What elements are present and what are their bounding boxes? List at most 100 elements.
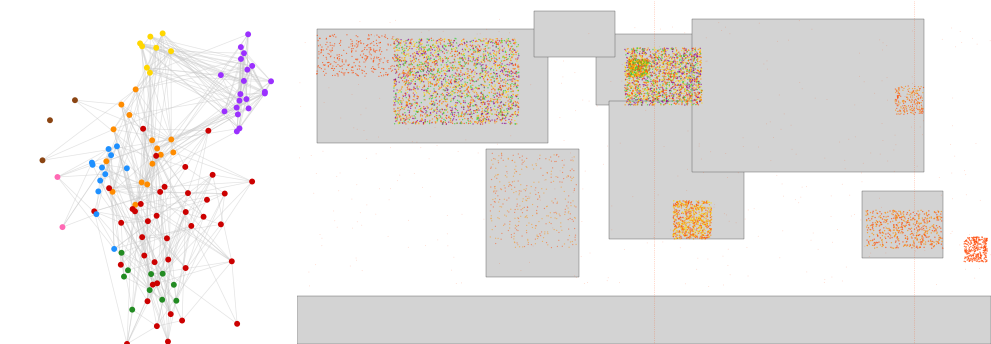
Point bbox=[418, 88, 434, 93]
Point bbox=[463, 78, 479, 84]
Point bbox=[448, 36, 464, 42]
Point bbox=[959, 248, 975, 254]
Point bbox=[473, 75, 489, 80]
Point bbox=[679, 84, 695, 89]
Point bbox=[684, 52, 700, 57]
Point bbox=[406, 81, 422, 87]
Point bbox=[673, 54, 689, 59]
Point bbox=[453, 51, 469, 56]
Point bbox=[968, 245, 984, 250]
Point bbox=[435, 29, 451, 34]
Point bbox=[388, 69, 404, 75]
Point bbox=[441, 114, 457, 119]
Point bbox=[634, 100, 650, 106]
Point bbox=[688, 224, 704, 229]
Point bbox=[663, 59, 679, 65]
Point bbox=[690, 217, 706, 222]
Point bbox=[972, 255, 988, 261]
Point bbox=[581, 31, 597, 36]
Point bbox=[883, 245, 899, 250]
Point bbox=[511, 192, 527, 197]
Point bbox=[350, 56, 366, 62]
Point bbox=[442, 60, 458, 65]
Point bbox=[655, 47, 671, 53]
Point bbox=[682, 92, 698, 98]
Point bbox=[389, 98, 405, 104]
Point bbox=[114, 250, 130, 256]
Point bbox=[636, 60, 652, 65]
Point bbox=[491, 236, 506, 241]
Point bbox=[479, 54, 495, 60]
Point bbox=[426, 74, 442, 80]
Point bbox=[693, 72, 709, 77]
Point bbox=[440, 58, 456, 64]
Point bbox=[621, 71, 637, 76]
Point bbox=[679, 217, 695, 222]
Point bbox=[912, 86, 928, 91]
Point bbox=[417, 59, 433, 65]
Point bbox=[625, 194, 641, 200]
Point bbox=[507, 40, 523, 45]
Point bbox=[381, 58, 396, 63]
Point bbox=[646, 52, 662, 58]
Point bbox=[335, 70, 351, 76]
Point bbox=[674, 221, 690, 227]
Point bbox=[971, 257, 987, 262]
Point bbox=[638, 69, 654, 74]
Point bbox=[439, 50, 455, 55]
Point bbox=[451, 93, 467, 99]
Point bbox=[388, 47, 404, 53]
Point bbox=[906, 243, 922, 248]
Point bbox=[438, 85, 454, 91]
Point bbox=[447, 65, 463, 71]
Point bbox=[973, 252, 989, 258]
Point bbox=[624, 72, 640, 77]
Point bbox=[933, 216, 948, 222]
Point bbox=[676, 96, 692, 101]
Point bbox=[580, 280, 596, 285]
Point bbox=[468, 44, 484, 50]
Point bbox=[716, 211, 732, 216]
Point bbox=[675, 71, 691, 76]
Point bbox=[545, 225, 561, 231]
Point bbox=[889, 213, 905, 219]
Point bbox=[499, 111, 515, 117]
Point bbox=[165, 282, 181, 288]
Point bbox=[485, 117, 500, 123]
Point bbox=[957, 244, 973, 250]
Point bbox=[398, 99, 414, 105]
Point bbox=[900, 95, 916, 100]
Point bbox=[436, 83, 452, 89]
Point bbox=[357, 74, 373, 79]
Point bbox=[663, 72, 679, 77]
Point bbox=[623, 86, 639, 91]
Point bbox=[977, 244, 991, 249]
Point bbox=[473, 90, 489, 96]
Point bbox=[621, 62, 637, 67]
Point bbox=[670, 88, 686, 93]
Point bbox=[907, 213, 923, 218]
Point bbox=[693, 236, 709, 241]
Point bbox=[622, 58, 638, 64]
Point bbox=[648, 66, 664, 72]
Point bbox=[418, 76, 434, 82]
Point bbox=[457, 112, 473, 118]
Point bbox=[686, 56, 702, 62]
Point bbox=[879, 218, 895, 224]
Point bbox=[694, 206, 710, 212]
Point bbox=[496, 116, 512, 121]
Point bbox=[501, 103, 517, 109]
Point bbox=[891, 98, 907, 104]
Point bbox=[672, 229, 688, 235]
Point bbox=[680, 55, 696, 61]
Point bbox=[453, 113, 469, 119]
Point bbox=[646, 88, 662, 94]
Point bbox=[629, 53, 645, 59]
Point bbox=[679, 204, 695, 209]
Point bbox=[509, 85, 525, 90]
Point bbox=[625, 63, 641, 69]
Point bbox=[682, 95, 698, 101]
Point bbox=[632, 58, 648, 64]
Point bbox=[632, 58, 648, 64]
Point bbox=[690, 228, 706, 234]
